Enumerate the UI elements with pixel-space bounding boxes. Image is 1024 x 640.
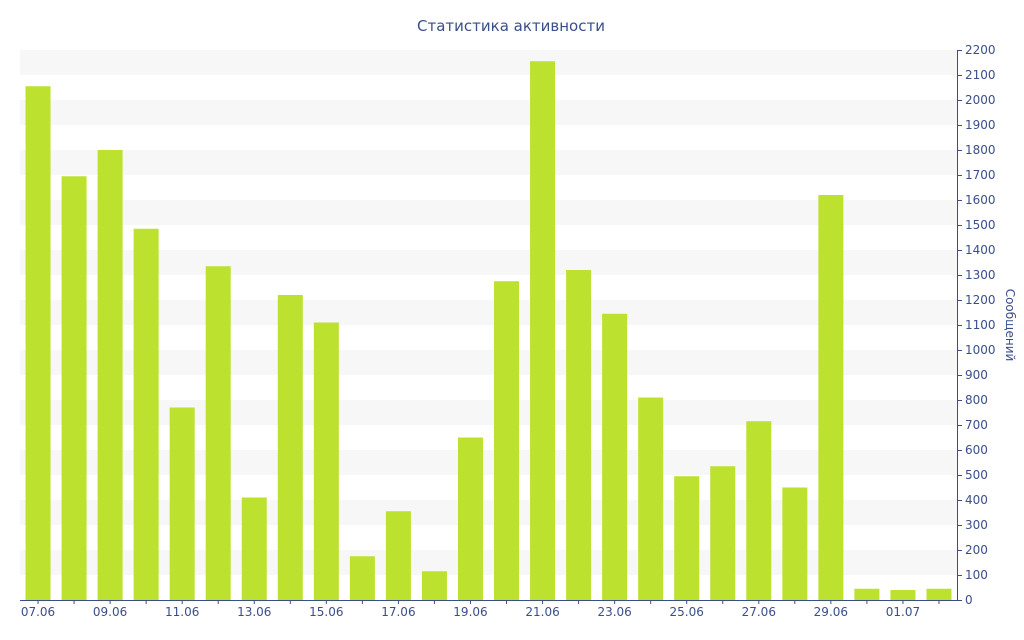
y-tick-label: 900 xyxy=(965,368,988,382)
bar-02.07 xyxy=(926,588,952,600)
bar-12.06 xyxy=(205,266,231,600)
grid-band xyxy=(20,350,957,375)
x-tick-label: 17.06 xyxy=(381,605,415,619)
y-tick-label: 1900 xyxy=(965,118,996,132)
y-tick-label: 1300 xyxy=(965,268,996,282)
bar-28.06 xyxy=(782,487,808,600)
bar-23.06 xyxy=(602,313,628,600)
y-tick-label: 0 xyxy=(965,593,973,607)
bar-14.06 xyxy=(277,295,303,600)
bar-series xyxy=(25,61,952,600)
y-tick-label: 1600 xyxy=(965,193,996,207)
x-tick-label: 29.06 xyxy=(814,605,848,619)
bar-16.06 xyxy=(349,556,375,600)
bar-17.06 xyxy=(385,511,411,600)
bar-21.06 xyxy=(530,61,556,600)
y-tick-label: 500 xyxy=(965,468,988,482)
bar-26.06 xyxy=(710,466,736,600)
grid-band xyxy=(20,250,957,275)
grid-band xyxy=(20,50,957,75)
bar-07.06 xyxy=(25,86,51,600)
x-tick-label: 07.06 xyxy=(21,605,55,619)
y-tick-label: 1500 xyxy=(965,218,996,232)
y-tick-label: 1100 xyxy=(965,318,996,332)
grid-band xyxy=(20,150,957,175)
y-tick-label: 2200 xyxy=(965,43,996,57)
bar-22.06 xyxy=(566,270,592,600)
y-tick-label: 400 xyxy=(965,493,988,507)
y-tick-label: 800 xyxy=(965,393,988,407)
y-tick-label: 1200 xyxy=(965,293,996,307)
x-tick-label: 27.06 xyxy=(742,605,776,619)
bar-08.06 xyxy=(61,176,87,600)
y-tick-label: 1800 xyxy=(965,143,996,157)
y-tick-label: 200 xyxy=(965,543,988,557)
bar-19.06 xyxy=(457,437,483,600)
x-tick-label: 15.06 xyxy=(309,605,343,619)
grid-band xyxy=(20,100,957,125)
bar-18.06 xyxy=(421,571,447,600)
bar-09.06 xyxy=(97,150,123,600)
y-tick-label: 1000 xyxy=(965,343,996,357)
y-tick-label: 2100 xyxy=(965,68,996,82)
y-tick-label: 600 xyxy=(965,443,988,457)
bar-27.06 xyxy=(746,421,772,600)
y-tick-label: 1400 xyxy=(965,243,996,257)
x-tick-label: 01.07 xyxy=(886,605,920,619)
x-tick-label: 09.06 xyxy=(93,605,127,619)
y-tick-label: 1700 xyxy=(965,168,996,182)
y-tick-label: 2000 xyxy=(965,93,996,107)
x-tick-label: 11.06 xyxy=(165,605,199,619)
x-tick-label: 19.06 xyxy=(453,605,487,619)
bar-25.06 xyxy=(674,476,700,600)
grid-band xyxy=(20,550,957,575)
bar-30.06 xyxy=(854,588,880,600)
y-axis-ticks: 0 100 200 300 400 500 600 700 800 900 1000 1100 1200… xyxy=(957,43,996,607)
x-tick-label: 21.06 xyxy=(525,605,559,619)
x-tick-label: 13.06 xyxy=(237,605,271,619)
y-axis-label: Сообщений xyxy=(1003,289,1017,362)
y-tick-label: 700 xyxy=(965,418,988,432)
x-axis-ticks: 07.06 09.06 11.06 13.06 15.06 17.06 19.06 21.06… xyxy=(21,600,940,619)
x-tick-label: 25.06 xyxy=(670,605,704,619)
bar-11.06 xyxy=(169,407,195,600)
bar-01.07 xyxy=(890,590,916,600)
x-tick-label: 23.06 xyxy=(597,605,631,619)
bar-20.06 xyxy=(494,281,520,600)
bar-15.06 xyxy=(313,322,339,600)
y-tick-label: 300 xyxy=(965,518,988,532)
grid-bands xyxy=(20,50,957,575)
bar-29.06 xyxy=(818,195,844,600)
grid-band xyxy=(20,300,957,325)
grid-band xyxy=(20,450,957,475)
bar-24.06 xyxy=(638,397,664,600)
grid-band xyxy=(20,400,957,425)
chart-title: Статистика активности xyxy=(417,17,605,35)
y-tick-label: 100 xyxy=(965,568,988,582)
bar-10.06 xyxy=(133,228,159,600)
grid-band xyxy=(20,200,957,225)
grid-band xyxy=(20,500,957,525)
bar-13.06 xyxy=(241,497,267,600)
